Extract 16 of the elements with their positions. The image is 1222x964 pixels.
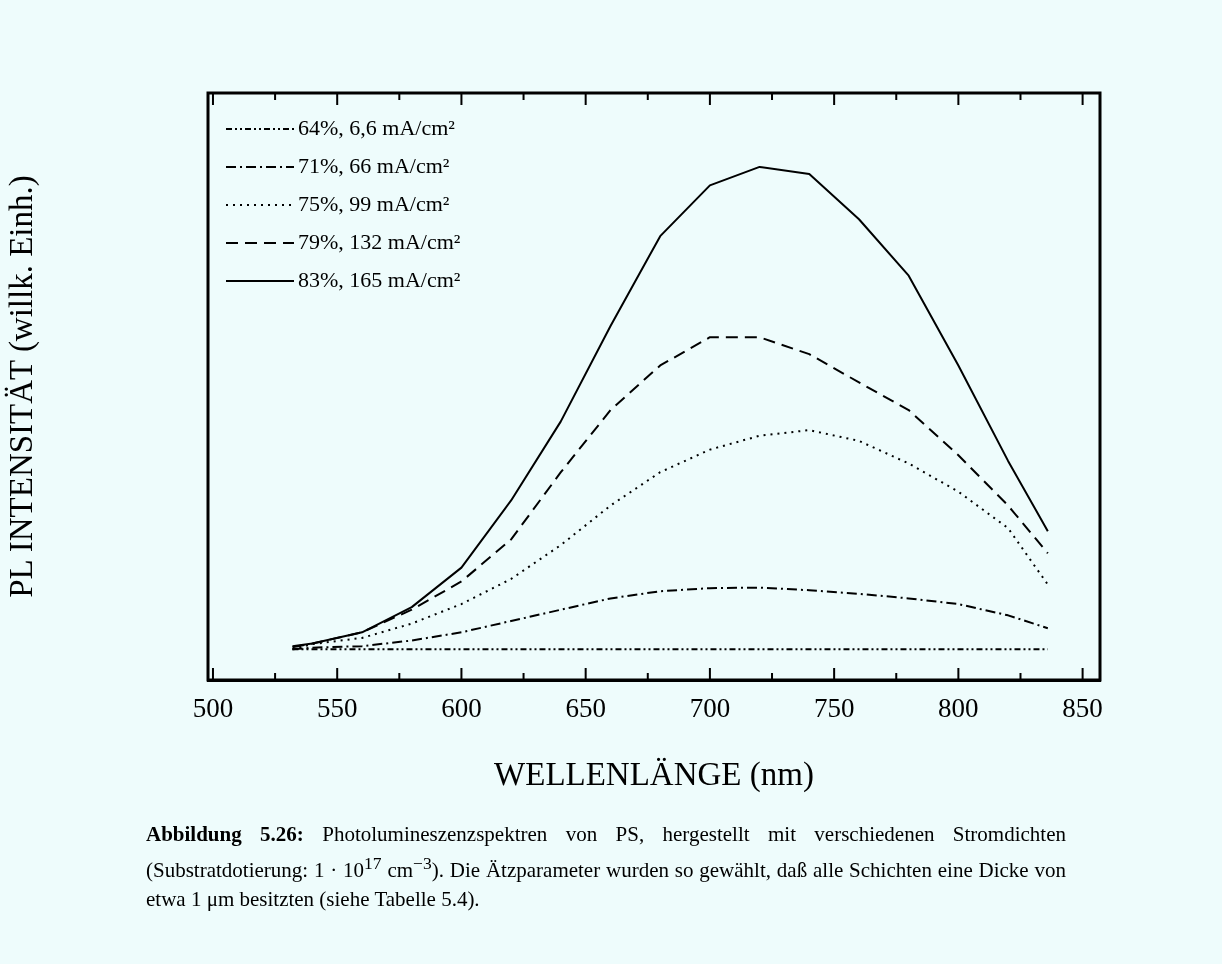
x-tick-label: 500 [192, 693, 234, 724]
x-tick-label: 600 [441, 693, 482, 724]
legend-label: 71%, 66 mA/cm² [298, 152, 450, 178]
legend-label: 83%, 165 mA/cm² [298, 266, 461, 292]
text: Abbildung 5.26: Photolumineszenzspektren von PS, hergestellt mit verschiedenen Stromdichten (Substratdotierung: 1 · 10$^{17}$ cm$^{−3}$). Die Ätzparameter wurden so gewählt, daß alle Schichten eine Dicke von etwa 1 μm besitzten (siehe Tabelle 5.4). [146, 822, 1067, 911]
x-tick-label: 550 [316, 693, 358, 724]
x-tick-label: 700 [689, 693, 731, 724]
legend-label: 79%, 132 mA/cm² [298, 228, 461, 254]
x-tick-label: 750 [813, 693, 855, 724]
x-tick-label: 650 [565, 693, 606, 724]
legend-label: 64%, 6,6 mA/cm² [298, 114, 456, 140]
y-axis-title: PL INTENSITÄT (willk. Einh.) [3, 175, 41, 598]
x-axis-title: WELLENLÄNGE (nm) [494, 755, 814, 793]
legend-label: 75%, 99 mA/cm² [298, 190, 450, 216]
x-tick-label: 850 [1062, 693, 1103, 724]
x-tick-label: 800 [938, 693, 979, 724]
